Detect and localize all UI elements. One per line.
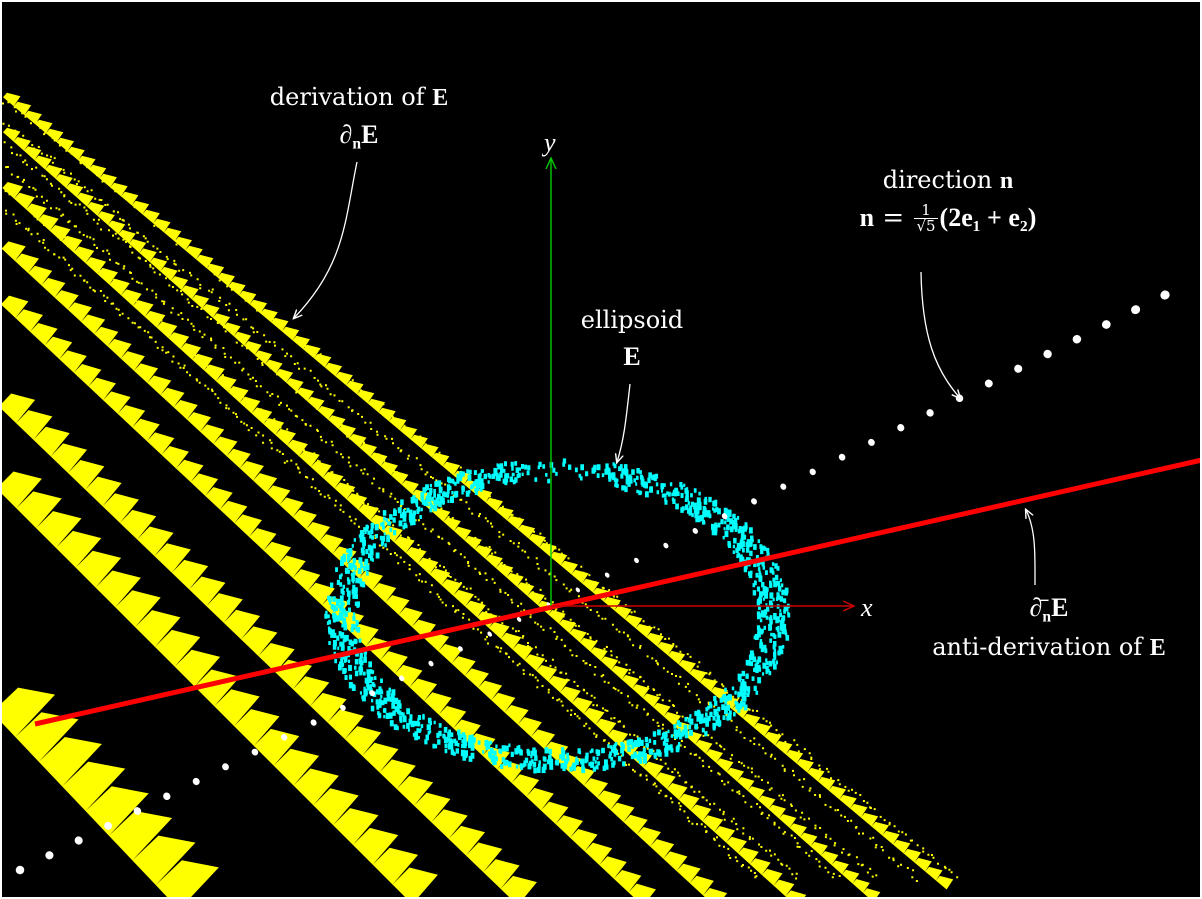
direction-dot: [281, 734, 288, 741]
anti-title-text: anti-derivation of: [932, 633, 1143, 662]
direction-dot: [634, 557, 639, 564]
ellipsoid-pointer-arrow: [617, 383, 631, 462]
derivation-speckle: [3, 141, 878, 878]
direction-dot: [780, 483, 787, 490]
direction-dot: [1101, 320, 1111, 329]
direction-dot: [398, 675, 405, 682]
derivation-title-symbol: E: [432, 85, 449, 111]
direction-dot: [1131, 305, 1141, 315]
direction-dot: [74, 836, 83, 845]
direction-dot: [1072, 334, 1082, 344]
direction-dot: [133, 807, 142, 815]
direction-title-symbol: n: [999, 168, 1014, 194]
anti-derivation-line: [34, 457, 1202, 727]
direction-dot: [663, 542, 669, 549]
derivation-pointer-arrow: [294, 161, 358, 318]
derivation-band: [3, 127, 881, 899]
ellipsoid-label: ellipsoid E: [572, 306, 692, 372]
direction-dot: [1160, 290, 1170, 300]
derivation-speckle: [4, 190, 798, 880]
y-axis-label: y: [544, 128, 556, 157]
direction-dot: [897, 424, 905, 432]
anti-derivation-label: ∂̄nE anti-derivation of E: [926, 592, 1172, 663]
derivation-symbol: E: [361, 119, 379, 149]
derivation-band: [0, 393, 537, 899]
direction-formula-frac-den: √5: [916, 217, 936, 236]
direction-dot: [163, 792, 171, 801]
direction-dot: [1014, 364, 1023, 373]
direction-dot: [487, 631, 492, 637]
direction-dot: [428, 660, 434, 667]
direction-label: direction n n = 1 √5 (2e₁ + e₂): [828, 166, 1068, 235]
direction-dot: [984, 379, 993, 388]
anti-op: ∂̄: [1029, 593, 1043, 622]
direction-dot: [457, 646, 463, 652]
anti-derivation-pointer-arrow: [1026, 510, 1036, 586]
anti-derivation-formula: ∂̄nE: [926, 592, 1172, 627]
direction-dot: [251, 748, 259, 756]
direction-dot: [867, 438, 875, 446]
direction-dot: [809, 468, 816, 476]
direction-formula-rhs: (2e₁ + e₂): [939, 202, 1037, 232]
direction-dots: [15, 290, 1170, 875]
direction-dot: [340, 704, 346, 711]
direction-dot: [222, 763, 229, 771]
anti-sub: n: [1042, 608, 1052, 626]
derivation-title: derivation of E: [264, 83, 454, 113]
direction-dot: [516, 616, 522, 622]
derivation-band: [0, 687, 219, 899]
direction-title-text: direction: [882, 166, 993, 194]
direction-dot: [575, 587, 580, 593]
derivation-sub: n: [352, 135, 362, 153]
direction-dot: [192, 777, 200, 786]
direction-title: direction n: [828, 166, 1068, 196]
direction-dot: [15, 865, 25, 875]
derivation-title-text: derivation of: [269, 83, 425, 111]
derivation-op: ∂: [339, 119, 353, 149]
direction-formula: n = 1 √5 (2e₁ + e₂): [859, 200, 1037, 236]
direction-dot: [751, 498, 757, 505]
derivation-formula: ∂nE: [264, 119, 454, 154]
derivation-point-cloud: [0, 92, 959, 899]
direction-dot: [310, 719, 317, 726]
ellipsoid-title: ellipsoid: [580, 306, 684, 334]
direction-pointer-arrow: [920, 271, 960, 398]
direction-formula-lhs: n: [859, 202, 875, 232]
direction-dot: [604, 572, 610, 578]
anti-symbol: E: [1051, 593, 1069, 622]
derivation-speckle: [2, 122, 918, 883]
anti-title-symbol: E: [1149, 635, 1166, 662]
direction-dot: [45, 851, 54, 860]
direction-dot: [926, 409, 934, 417]
derivation-speckle: [5, 209, 758, 879]
direction-dot: [838, 453, 846, 461]
direction-dot: [692, 527, 699, 534]
derivation-label: derivation of E ∂nE: [264, 83, 454, 154]
direction-dot: [721, 513, 728, 520]
direction-formula-frac-num: 1: [914, 202, 938, 220]
direction-formula-fraction: 1 √5: [914, 202, 938, 236]
direction-dot: [369, 690, 376, 697]
direction-dot: [104, 821, 113, 830]
direction-dot: [1043, 349, 1052, 359]
derivation-band: [2, 182, 807, 899]
ellipsoid-symbol: E: [623, 341, 641, 371]
anti-derivation-title: anti-derivation of E: [926, 633, 1172, 663]
derivation-band: [0, 471, 438, 899]
x-axis-label: x: [861, 593, 873, 622]
